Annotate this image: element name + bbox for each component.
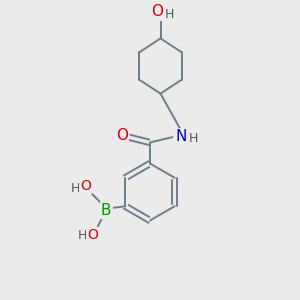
Text: O: O: [80, 179, 91, 193]
Text: O: O: [87, 228, 98, 242]
Text: O: O: [152, 4, 164, 20]
Text: N: N: [175, 129, 187, 144]
Text: H: H: [165, 8, 174, 22]
Text: H: H: [78, 229, 87, 242]
Text: H: H: [70, 182, 80, 195]
Text: O: O: [116, 128, 128, 143]
Text: B: B: [101, 203, 111, 218]
Text: H: H: [189, 132, 198, 145]
